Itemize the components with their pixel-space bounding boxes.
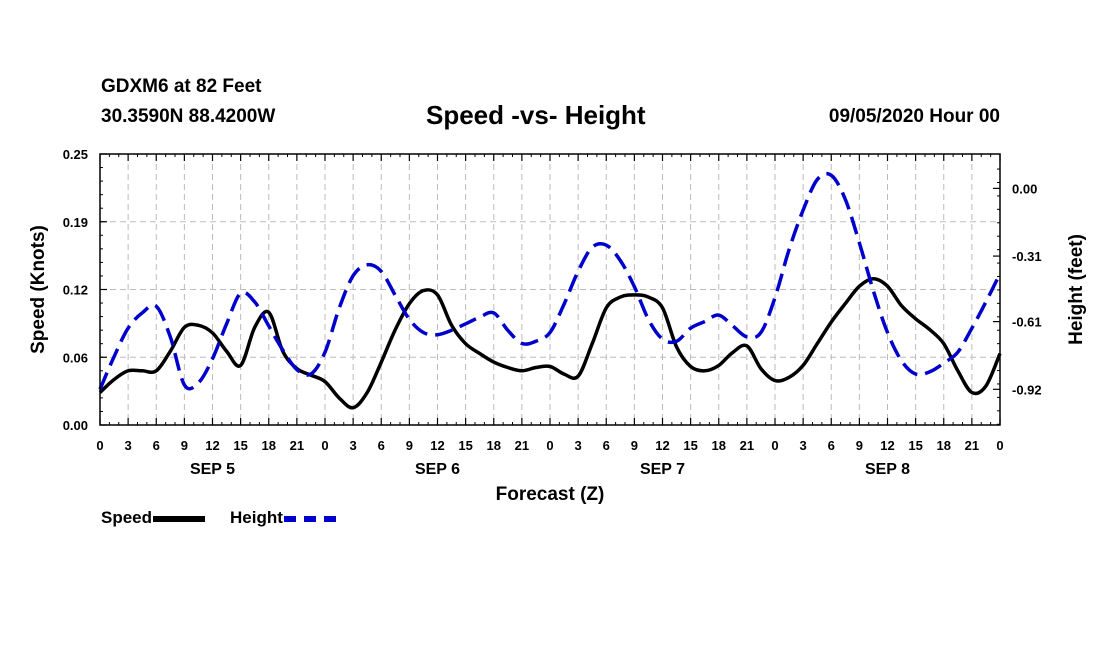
- x-tick-label: 18: [712, 438, 726, 453]
- x-tick-label: 18: [262, 438, 276, 453]
- tick-labels: 0 3 6 9 12 15 18 21 0 3 6 9 12 15 18 21 0 3 6 9 12 15 18 21 0 3 6 9…: [63, 147, 1042, 478]
- forecast-timestamp: 09/05/2020 Hour 00: [828, 106, 1000, 127]
- x-tick-label: 3: [125, 438, 132, 453]
- y-right-tick-label: 0.00: [1012, 181, 1037, 196]
- legend-height-label: Height: [230, 508, 283, 527]
- day-label: SEP 7: [640, 461, 685, 478]
- x-tick-label: 3: [575, 438, 582, 453]
- x-tick-label: 15: [458, 438, 472, 453]
- x-tick-label: 15: [908, 438, 922, 453]
- y-left-tick-label: 0.00: [63, 418, 88, 433]
- x-tick-label: 21: [740, 438, 754, 453]
- legend-speed: Speed: [101, 508, 206, 528]
- station-label: GDXM6 at 82 Feet: [101, 76, 262, 97]
- grid: [100, 154, 1000, 425]
- legend-speed-swatch: [153, 515, 206, 522]
- x-tick-label: 0: [321, 438, 328, 453]
- x-tick-label: 0: [546, 438, 553, 453]
- day-label: SEP 6: [415, 461, 460, 478]
- x-tick-label: 12: [655, 438, 669, 453]
- x-tick-label: 3: [800, 438, 807, 453]
- chart-title: Speed -vs- Height: [426, 100, 646, 130]
- x-tick-label: 9: [406, 438, 413, 453]
- y-right-tick-label: -0.31: [1012, 249, 1042, 264]
- x-tick-label: 0: [96, 438, 103, 453]
- x-tick-label: 21: [965, 438, 979, 453]
- legend-speed-label: Speed: [101, 508, 153, 527]
- plot-frame: [99, 153, 1001, 426]
- x-tick-label: 9: [181, 438, 188, 453]
- x-tick-label: 0: [996, 438, 1003, 453]
- y-right-tick-label: -0.92: [1012, 382, 1042, 397]
- y-left-tick-label: 0.12: [63, 283, 88, 298]
- x-tick-label: 6: [153, 438, 160, 453]
- x-tick-label: 6: [378, 438, 385, 453]
- x-tick-label: 0: [771, 438, 778, 453]
- y-axis-title: Speed (Knots): [28, 225, 49, 354]
- speed-series-line: [98, 276, 1002, 410]
- height-series-line: [98, 171, 1002, 391]
- x-tick-label: 3: [350, 438, 357, 453]
- x-tick-label: 18: [487, 438, 501, 453]
- y-left-tick-label: 0.19: [63, 215, 88, 230]
- y-left-tick-label: 0.25: [63, 147, 88, 162]
- legend-height-swatch: [283, 515, 336, 522]
- x-tick-label: 15: [683, 438, 697, 453]
- x-tick-label: 12: [430, 438, 444, 453]
- x-tick-label: 12: [205, 438, 219, 453]
- x-tick-label: 21: [290, 438, 304, 453]
- x-tick-label: 15: [233, 438, 247, 453]
- y-left-tick-label: 0.06: [63, 350, 88, 365]
- series-lines: [98, 171, 1002, 410]
- x-tick-label: 18: [937, 438, 951, 453]
- legend-height: Height: [230, 508, 336, 528]
- y2-axis-title: Height (feet): [1066, 234, 1087, 345]
- y-right-tick-label: -0.61: [1012, 315, 1042, 330]
- day-label: SEP 8: [865, 461, 910, 478]
- coordinates-label: 30.3590N 88.4200W: [101, 106, 276, 127]
- x-tick-label: 6: [828, 438, 835, 453]
- x-tick-label: 21: [515, 438, 529, 453]
- x-tick-label: 12: [880, 438, 894, 453]
- day-label: SEP 5: [190, 461, 235, 478]
- x-tick-label: 6: [603, 438, 610, 453]
- x-tick-label: 9: [856, 438, 863, 453]
- x-axis-title: Forecast (Z): [496, 484, 605, 505]
- x-tick-label: 9: [631, 438, 638, 453]
